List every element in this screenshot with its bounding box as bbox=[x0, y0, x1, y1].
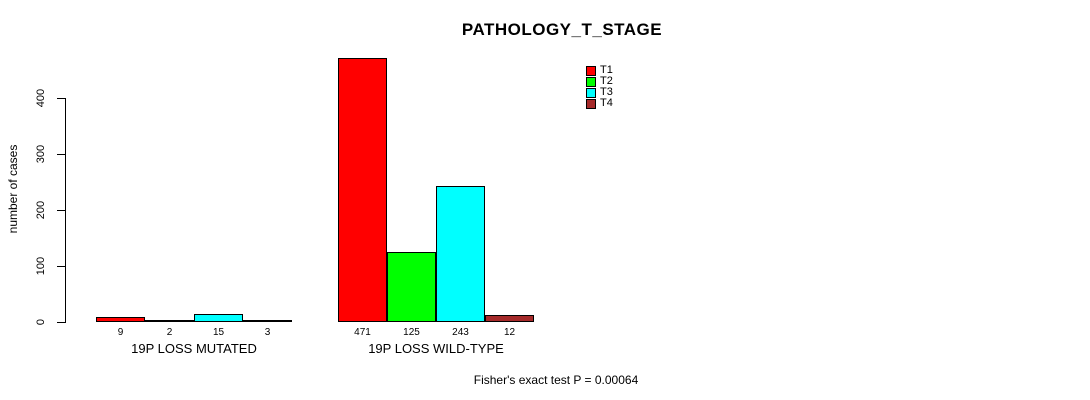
bar-value-label: 15 bbox=[212, 327, 225, 338]
legend-item-t2: T2 bbox=[586, 76, 613, 87]
legend-swatch-t4 bbox=[586, 98, 596, 109]
legend-item-t4: T4 bbox=[586, 98, 613, 109]
legend-item-t3: T3 bbox=[586, 87, 613, 98]
chart-title: PATHOLOGY_T_STAGE bbox=[461, 20, 663, 39]
legend-swatch-t1 bbox=[586, 65, 596, 76]
bar-value-label: 12 bbox=[503, 327, 516, 338]
y-axis-tick bbox=[57, 209, 65, 211]
bar-value-label: 471 bbox=[354, 327, 371, 338]
y-axis-tick bbox=[57, 97, 65, 99]
legend-label: T2 bbox=[600, 75, 613, 87]
category-label: 19P LOSS WILD-TYPE bbox=[368, 341, 504, 356]
legend-swatch-t2 bbox=[586, 76, 596, 87]
legend-item-t1: T1 bbox=[586, 65, 613, 76]
legend-label: T4 bbox=[600, 97, 613, 109]
bar-t2-group2 bbox=[387, 252, 436, 322]
y-axis-tick-label: 100 bbox=[35, 256, 47, 276]
bar-t1-group1 bbox=[96, 317, 145, 322]
bar-value-label: 2 bbox=[166, 327, 173, 338]
bar-value-label: 243 bbox=[452, 327, 469, 338]
y-axis-tick bbox=[57, 321, 65, 323]
bar-t2-group1 bbox=[145, 320, 194, 322]
bar-t4-group1 bbox=[243, 320, 292, 322]
statistical-test-annotation: Fisher's exact test P = 0.00064 bbox=[473, 373, 639, 387]
legend-label: T1 bbox=[600, 64, 613, 76]
bar-t3-group2 bbox=[436, 186, 485, 322]
y-axis-tick-label: 200 bbox=[35, 200, 47, 220]
y-axis-tick bbox=[57, 153, 65, 155]
legend-label: T3 bbox=[600, 86, 613, 98]
legend-swatch-t3 bbox=[586, 87, 596, 98]
y-axis-line bbox=[65, 98, 66, 323]
y-axis-tick-label: 300 bbox=[35, 144, 47, 164]
y-axis-tick bbox=[57, 265, 65, 267]
y-axis-tick-label: 0 bbox=[35, 318, 47, 326]
y-axis-label: number of cases bbox=[6, 144, 20, 234]
bar-value-label: 3 bbox=[264, 327, 271, 338]
bar-value-label: 125 bbox=[403, 327, 420, 338]
legend: T1 T2 T3 T4 bbox=[586, 65, 613, 109]
y-axis-tick-label: 400 bbox=[35, 88, 47, 108]
category-label: 19P LOSS MUTATED bbox=[131, 341, 257, 356]
bar-t4-group2 bbox=[485, 315, 534, 322]
bar-t3-group1 bbox=[194, 314, 243, 322]
bar-value-label: 9 bbox=[117, 327, 124, 338]
bar-t1-group2 bbox=[338, 58, 387, 322]
